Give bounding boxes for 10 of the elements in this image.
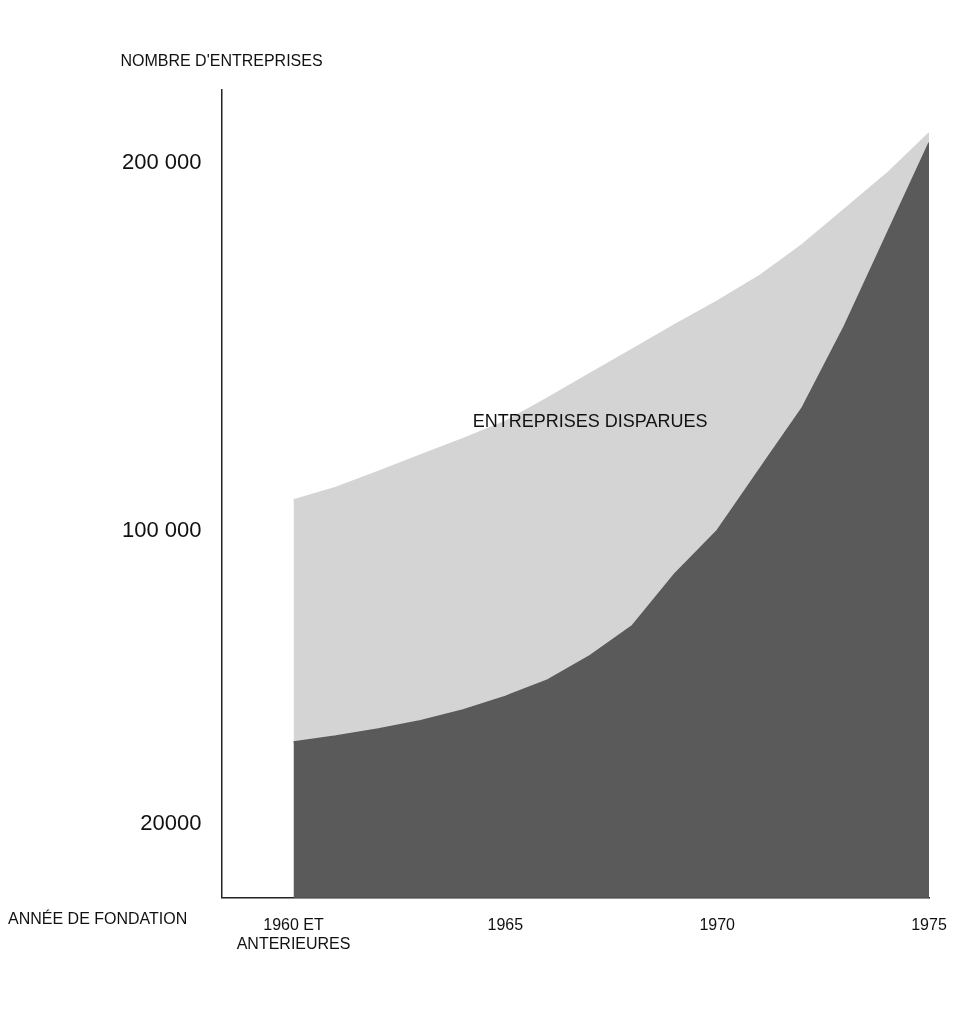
y-axis-title: NOMBRE D'ENTREPRISES <box>120 52 323 70</box>
x-tick-label: 1975 <box>911 915 947 933</box>
x-tick-label: 1970 <box>699 915 736 933</box>
series-label: ENTREPRISES DISPARUES <box>472 411 708 432</box>
y-tick-label: 200 000 <box>121 149 202 175</box>
x-tick-label: 1960 ET ANTERIEURES <box>236 915 351 952</box>
x-tick-label: 1965 <box>487 915 524 933</box>
y-tick-label: 100 000 <box>121 516 202 542</box>
y-tick-label: 20000 <box>140 810 202 836</box>
x-axis-title: ANNÉE DE FONDATION <box>8 909 188 928</box>
